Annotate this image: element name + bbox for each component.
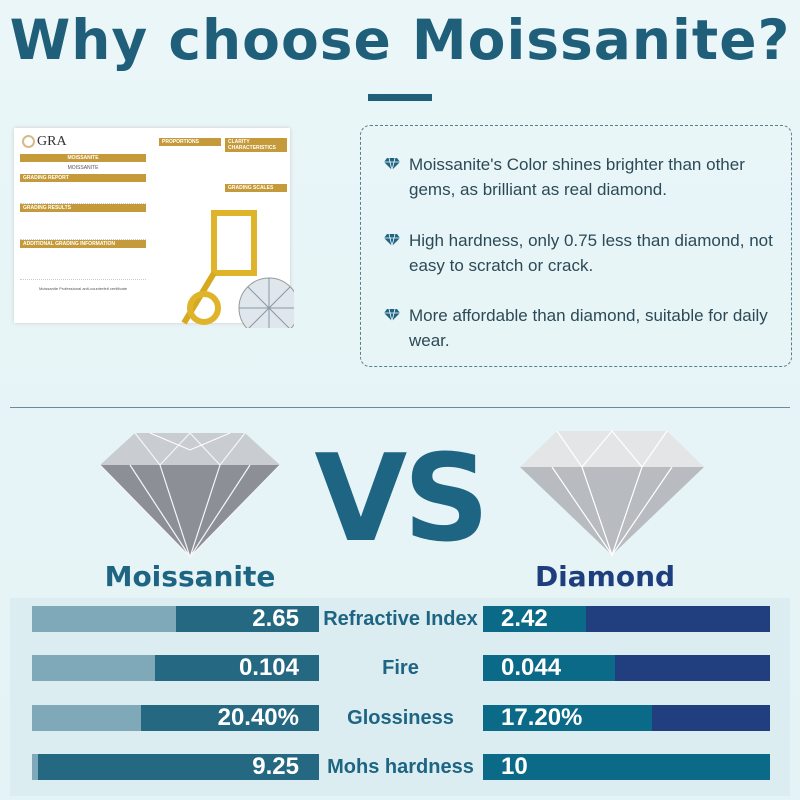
diamond-gem-image [520,430,704,557]
moissanite-bar: 2.65 [32,606,319,632]
moissanite-gem-image [99,432,281,559]
moissanite-label: Moissanite [104,560,276,593]
metric-label: Fire [382,657,419,680]
feature-item: Moissanite's Color shines brighter than … [383,152,783,202]
cert-section: GRADING SCALES [225,184,287,192]
gold-earring-image [181,210,294,328]
moissanite-value: 20.40% [217,703,299,731]
diamond-bar-fill [483,655,616,682]
gra-logo: GRA [22,134,67,150]
cert-section: PROPORTIONS [159,138,221,146]
diamond-bar: 10 [483,752,770,780]
feature-item: High hardness, only 0.75 less than diamo… [383,228,783,278]
moissanite-bar-fill [175,606,319,632]
moissanite-bar-fill [155,655,319,682]
title-underline [368,94,432,101]
diamond-bar-fill [483,704,653,731]
features-box: Moissanite's Color shines brighter than … [360,125,792,367]
moissanite-bar-fill [37,753,319,780]
page-title: Why choose Moissanite? [9,8,791,72]
section-divider [10,407,790,408]
metric-label: Refractive Index [323,608,478,630]
diamond-bar: 2.42 [483,606,770,632]
diamond-icon [384,157,400,171]
diamond-bar: 0.044 [483,654,770,682]
diamond-icon [384,233,400,247]
moissanite-value: 0.104 [238,654,299,682]
moissanite-value: 9.25 [252,752,299,780]
cert-stone: MOISSANITE [67,165,99,171]
diamond-value: 17.20% [501,703,583,731]
vs-text: VS [314,430,489,569]
metric-label: Mohs hardness [327,755,474,778]
gra-certificate-image: GRA MOISSANITE MOISSANITE GRADING REPORT… [14,128,294,328]
moissanite-value: 2.65 [252,605,299,632]
moissanite-bar: 20.40% [32,703,319,731]
feature-item: More affordable than diamond, suitable f… [383,303,783,353]
metric-label: Glossiness [347,706,454,729]
cert-section: ADDITIONAL GRADING INFORMATION [20,240,146,248]
diamond-bar-fill [483,753,770,780]
diamond-value: 2.42 [501,605,548,632]
moissanite-bar: 9.25 [32,752,319,780]
cert-footer: Moissanite Professional anti-counterfeit… [38,286,128,291]
cert-section: GRADING REPORT [20,174,146,182]
cert-section: GRADING RESULTS [20,204,146,212]
diamond-bar: 17.20% [483,703,770,731]
cert-section: CLARITY CHARACTERISTICS [225,138,287,152]
moissanite-bar-fill [141,704,319,731]
diamond-label: Diamond [534,560,676,593]
diamond-bar-fill [483,606,587,632]
moissanite-bar: 0.104 [32,654,319,682]
diamond-icon [384,308,400,322]
diamond-value: 10 [501,752,528,780]
diamond-value: 0.044 [501,654,562,682]
cert-stone-header: MOISSANITE [20,154,146,162]
